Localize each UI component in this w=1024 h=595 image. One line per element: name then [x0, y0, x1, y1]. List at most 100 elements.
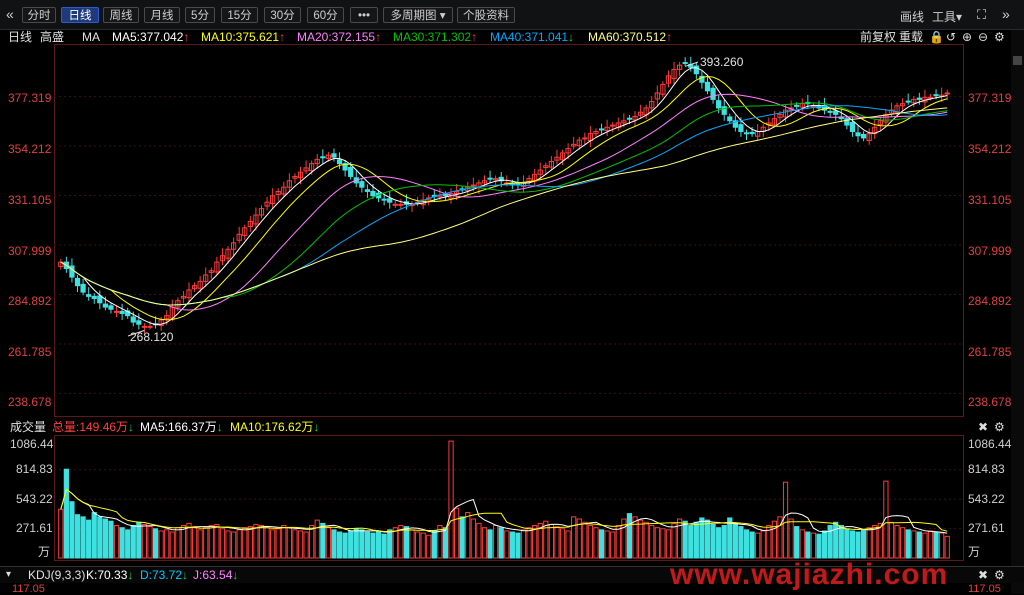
- candle-body: [771, 118, 778, 125]
- volume-bar: [532, 525, 538, 559]
- side-scroll-thumb[interactable]: [1013, 56, 1022, 65]
- volume-tick-right: 814.83: [968, 462, 1005, 476]
- candle-body: [933, 94, 939, 97]
- candle-body: [777, 113, 783, 118]
- lock-icon[interactable]: 🔒: [929, 30, 944, 44]
- volume-ma10-text: MA10:176.62万: [230, 420, 314, 434]
- volume-close-icon[interactable]: ✖: [978, 420, 989, 434]
- kdj-header: ▾ KDJ(9,3,3) K:70.33↓ D:73.72↓ J:63.54↓ …: [0, 566, 1024, 583]
- volume-bar: [643, 521, 649, 559]
- stock-info-button[interactable]: 个股资料: [457, 7, 515, 23]
- candle-body: [559, 152, 566, 161]
- candle-body: [732, 120, 738, 128]
- volume-bar: [164, 529, 170, 559]
- tools-button[interactable]: 工具▾: [932, 8, 962, 25]
- volume-bar: [899, 527, 906, 559]
- candle-body: [230, 242, 237, 250]
- zoom-in-icon[interactable]: ⊕: [962, 30, 973, 44]
- volume-bar: [80, 516, 86, 559]
- volume-bar: [939, 532, 945, 559]
- candle-body: [493, 178, 499, 181]
- volume-bar: [258, 525, 265, 559]
- tab-60min[interactable]: 60分: [307, 7, 344, 23]
- volume-bar: [883, 480, 889, 559]
- double-right-chevron-icon[interactable]: »: [1002, 6, 1010, 22]
- volume-bar: [944, 535, 950, 559]
- price-tick-left: 354.212: [8, 142, 52, 156]
- zoom-out-icon[interactable]: ⊖: [978, 30, 989, 44]
- ma10-line: [60, 75, 948, 321]
- undo-icon[interactable]: ↺: [946, 30, 957, 44]
- tab-weekly[interactable]: 周线: [103, 7, 139, 23]
- candle-body: [191, 285, 198, 290]
- tab-intraday[interactable]: 分时: [22, 7, 56, 23]
- candle-body: [704, 81, 711, 92]
- candle-body: [225, 248, 231, 259]
- volume-bar: [615, 525, 621, 559]
- volume-bar: [671, 522, 677, 559]
- volume-bar: [91, 512, 97, 559]
- candle-body: [236, 233, 242, 241]
- tab-15min[interactable]: 15分: [221, 7, 258, 23]
- volume-bar: [598, 529, 605, 559]
- volume-bar: [827, 525, 833, 559]
- settings-icon[interactable]: ⚙: [994, 30, 1005, 44]
- reset-button[interactable]: 重载: [899, 30, 924, 44]
- volume-bar: [632, 516, 638, 559]
- candle-body: [487, 177, 493, 180]
- volume-ma10: MA10:176.62万↓: [230, 419, 319, 435]
- volume-bar: [375, 530, 382, 559]
- volume-settings-icon[interactable]: ⚙: [994, 420, 1005, 434]
- tab-30min[interactable]: 30分: [264, 7, 301, 23]
- candle-body: [387, 198, 393, 203]
- volume-bar: [727, 517, 733, 559]
- candle-body: [297, 171, 304, 179]
- collapse-arrow-icon[interactable]: ▾: [6, 569, 12, 580]
- side-scroll-strip[interactable]: [1011, 30, 1024, 594]
- ma-label[interactable]: MA: [82, 30, 100, 44]
- candle-body: [309, 163, 315, 171]
- candle-body: [398, 203, 404, 206]
- adjust-button[interactable]: 前复权: [860, 30, 897, 44]
- ma60-text: MA60:370.512: [588, 30, 667, 44]
- volume-bar: [732, 522, 738, 559]
- volume-bar: [610, 531, 616, 559]
- volume-bar: [576, 518, 582, 559]
- volume-bar: [236, 529, 242, 559]
- tab-5min[interactable]: 5分: [185, 7, 215, 23]
- volume-bar: [649, 525, 655, 559]
- kdj-title[interactable]: KDJ(9,3,3): [28, 568, 86, 582]
- volume-bar: [147, 526, 153, 559]
- candle-body: [80, 283, 86, 293]
- volume-bar: [548, 523, 555, 559]
- multi-cycle-button[interactable]: 多周期图 ▾: [383, 7, 453, 23]
- volume-bar: [777, 516, 783, 559]
- down-arrow-icon: ↓: [127, 568, 134, 582]
- kline-chart[interactable]: [0, 0, 1011, 566]
- volume-bar: [387, 529, 393, 559]
- high-marker-leader: [685, 61, 699, 67]
- tab-daily[interactable]: 日线: [61, 7, 99, 23]
- kdj-settings-icon[interactable]: ⚙: [994, 568, 1005, 582]
- volume-bar: [782, 481, 789, 559]
- double-left-chevron-icon[interactable]: «: [6, 6, 14, 22]
- volume-title: 成交量: [10, 420, 47, 434]
- ma20-text: MA20:372.155: [297, 30, 376, 44]
- volume-bar: [833, 521, 839, 559]
- price-tick-left: 284.892: [8, 294, 52, 308]
- volume-bar: [281, 525, 287, 559]
- candle-body: [782, 109, 789, 118]
- expand-icon[interactable]: ⛶: [977, 7, 987, 22]
- more-button[interactable]: •••: [350, 7, 378, 23]
- tab-monthly[interactable]: 月线: [144, 7, 180, 23]
- candle-body: [364, 189, 371, 192]
- draw-line-button[interactable]: 画线: [900, 10, 925, 24]
- volume-bar: [805, 531, 811, 559]
- candle-body: [442, 193, 449, 197]
- candle-body: [130, 316, 136, 323]
- period-label: 日线: [8, 30, 33, 44]
- volume-bar: [654, 527, 660, 559]
- kdj-close-icon[interactable]: ✖: [978, 568, 989, 582]
- volume-bar: [431, 530, 437, 559]
- volume-bar: [275, 528, 281, 559]
